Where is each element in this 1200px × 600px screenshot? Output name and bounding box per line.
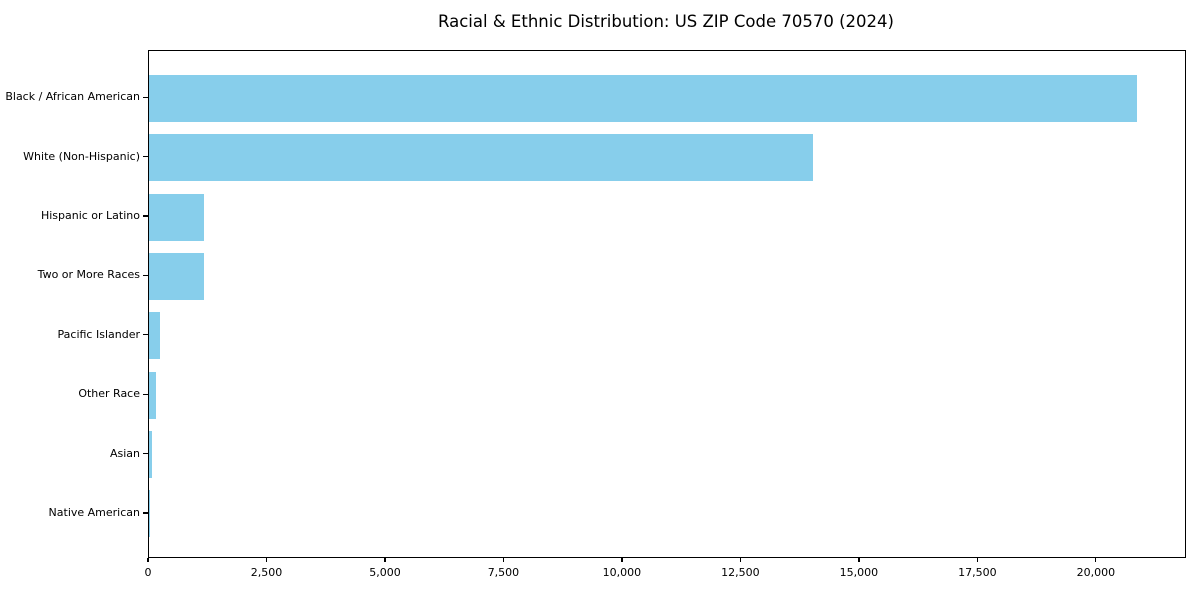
y-tick-mark — [143, 452, 148, 455]
x-tick-mark — [502, 557, 505, 562]
y-tick-label: Asian — [109, 446, 140, 460]
y-tick-label: Black / African American — [5, 90, 140, 104]
x-tick-mark — [265, 557, 268, 562]
x-tick-label: 17,500 — [958, 566, 997, 579]
x-tick-label: 20,000 — [1076, 566, 1116, 579]
bar-4 — [149, 312, 160, 360]
y-tick-mark — [143, 393, 148, 395]
x-tick-label: 12,500 — [721, 566, 760, 579]
y-tick-label: Other Race — [78, 387, 140, 401]
x-tick-mark — [976, 557, 978, 562]
bar-3 — [149, 252, 204, 300]
bar-5 — [149, 371, 157, 419]
y-tick-mark — [143, 215, 148, 217]
x-tick-mark — [858, 557, 860, 562]
bar-6 — [149, 431, 153, 479]
x-tick-mark — [621, 557, 623, 562]
bar-0 — [149, 74, 1137, 122]
x-tick-label: 0 — [144, 566, 152, 579]
plot-area — [148, 50, 1186, 558]
x-tick-label: 5,000 — [369, 566, 401, 579]
x-tick-label: 7,500 — [487, 566, 520, 579]
x-tick-label: 2,500 — [250, 566, 283, 579]
y-tick-label: Pacific Islander — [57, 327, 140, 341]
y-tick-mark — [143, 96, 148, 98]
y-tick-mark — [143, 334, 148, 336]
chart-title: Racial & Ethnic Distribution: US ZIP Cod… — [438, 12, 894, 31]
x-tick-label: 10,000 — [602, 566, 642, 579]
y-tick-mark — [143, 512, 148, 514]
y-tick-label: White (Non-Hispanic) — [23, 149, 140, 163]
x-tick-mark — [739, 557, 742, 562]
x-tick-mark — [1095, 557, 1097, 562]
bar-7 — [149, 490, 151, 538]
y-tick-mark — [143, 274, 148, 277]
bar-1 — [149, 134, 814, 182]
y-tick-label: Two or More Races — [37, 268, 140, 282]
x-tick-mark — [384, 557, 386, 562]
y-tick-label: Hispanic or Latino — [40, 209, 140, 223]
x-tick-label: 15,000 — [839, 566, 879, 579]
y-tick-mark — [143, 156, 148, 158]
bar-2 — [149, 193, 204, 241]
x-tick-mark — [147, 557, 149, 562]
y-tick-label: Native American — [48, 505, 140, 519]
